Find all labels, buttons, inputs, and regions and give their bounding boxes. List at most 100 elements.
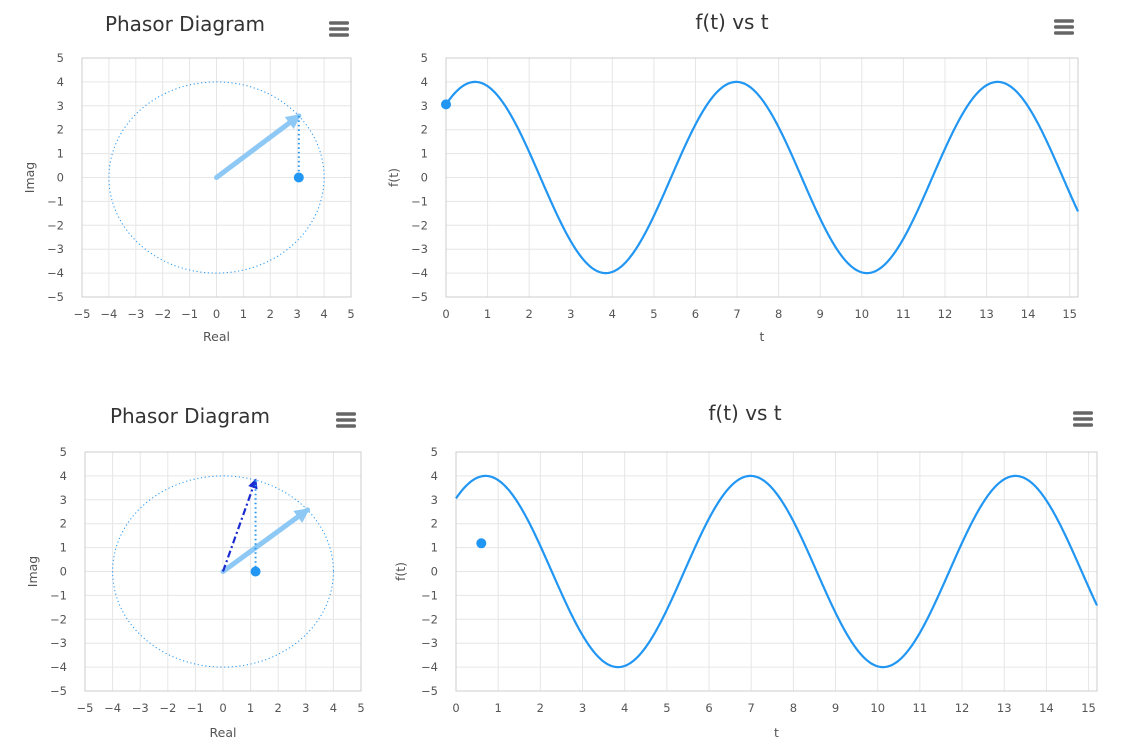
y-axis-label: f(t) bbox=[386, 168, 401, 187]
plot-frame bbox=[84, 451, 362, 692]
x-tick-label: 3 bbox=[579, 701, 586, 715]
x-tick-label: −4 bbox=[104, 701, 121, 715]
x-tick-label: 2 bbox=[267, 307, 274, 321]
y-tick-label: 4 bbox=[60, 469, 67, 483]
x-tick-label: 3 bbox=[567, 307, 574, 321]
x-tick-label: 6 bbox=[705, 701, 712, 715]
x-tick-label: 8 bbox=[790, 701, 797, 715]
ft-chart-2: f(t) vs t0 1 2 3 4 5 6 7 8 9 10 11 12 13 14 15−5−4−3−2−… bbox=[386, 10, 1079, 344]
y-tick-label: −4 bbox=[411, 266, 428, 280]
x-tick-label: 5 bbox=[650, 307, 657, 321]
y-tick-label: 3 bbox=[57, 99, 64, 113]
current-value-point bbox=[476, 538, 487, 549]
x-tick-label: −3 bbox=[132, 701, 149, 715]
chart-title: Phasor Diagram bbox=[105, 12, 265, 36]
x-tick-label: −4 bbox=[100, 307, 117, 321]
hamburger-menu-icon[interactable] bbox=[334, 408, 358, 432]
y-tick-label: −4 bbox=[50, 660, 67, 674]
plot-frame bbox=[445, 57, 1079, 298]
chart-title: f(t) vs t bbox=[708, 401, 781, 425]
chart-title: Phasor Diagram bbox=[110, 404, 270, 428]
hamburger-menu-icon[interactable] bbox=[327, 17, 351, 41]
y-tick-label: 1 bbox=[431, 541, 438, 555]
x-tick-label: 0 bbox=[442, 307, 449, 321]
x-tick-label: 7 bbox=[733, 307, 740, 321]
y-tick-label: 2 bbox=[57, 123, 64, 137]
x-tick-label: 0 bbox=[219, 701, 226, 715]
plot-frame bbox=[81, 57, 352, 298]
hamburger-menu-icon[interactable] bbox=[1052, 15, 1076, 39]
menu-bar bbox=[1073, 417, 1093, 421]
y-tick-label: −3 bbox=[47, 242, 64, 256]
y-axis-label: Imag bbox=[25, 556, 40, 587]
x-tick-label: −2 bbox=[154, 307, 171, 321]
y-tick-label: −5 bbox=[50, 684, 67, 698]
phasor-chart-1: Phasor Diagram −5 −4 −3 −2 −1 0 1 2 3 4 5 −5 −4 −3 −2 −1… bbox=[22, 12, 355, 344]
x-tick-label: 4 bbox=[621, 701, 628, 715]
x-tick-label: 4 bbox=[330, 701, 337, 715]
y-tick-label: 2 bbox=[431, 517, 438, 531]
x-tick-label: 1 bbox=[247, 701, 254, 715]
y-tick-label: 3 bbox=[431, 493, 438, 507]
y-tick-label: −5 bbox=[47, 290, 64, 304]
x-tick-label: 1 bbox=[484, 307, 491, 321]
menu-bar bbox=[1054, 19, 1074, 23]
x-axis-label: t bbox=[760, 329, 765, 344]
y-tick-label: −1 bbox=[47, 194, 64, 208]
ft-chart-4: f(t) vs t0 1 2 3 4 5 6 7 8 9 10 11 12 13 14 15−5−4−3−2−… bbox=[393, 401, 1098, 740]
y-tick-label: 1 bbox=[60, 541, 67, 555]
x-tick-label: 15 bbox=[1081, 701, 1096, 715]
y-tick-label: 1 bbox=[57, 147, 64, 161]
menu-bar bbox=[336, 418, 356, 422]
x-tick-label: 2 bbox=[537, 701, 544, 715]
projection-point bbox=[250, 566, 261, 577]
x-tick-label: 1 bbox=[495, 701, 502, 715]
x-axis-label: t bbox=[774, 725, 779, 740]
chart-title: f(t) vs t bbox=[695, 10, 768, 34]
y-tick-label: 5 bbox=[60, 445, 67, 459]
x-tick-label: 4 bbox=[609, 307, 616, 321]
y-tick-label: 1 bbox=[421, 147, 428, 161]
x-axis-label: Real bbox=[210, 725, 237, 740]
y-tick-label: −1 bbox=[421, 588, 438, 602]
y-tick-label: −5 bbox=[411, 290, 428, 304]
phasor-chart-3: Phasor Diagram −5 −4 −3 −2 −1 0 1 2 3 4 5 −5 −4 −3 −2 −1… bbox=[25, 404, 365, 740]
y-tick-label: 3 bbox=[421, 99, 428, 113]
y-tick-label: −4 bbox=[421, 660, 438, 674]
x-tick-label: 11 bbox=[913, 701, 928, 715]
x-tick-label: 2 bbox=[275, 701, 282, 715]
x-tick-label: −1 bbox=[187, 701, 204, 715]
x-tick-label: −5 bbox=[77, 701, 94, 715]
menu-bar bbox=[329, 33, 349, 37]
y-tick-label: 0 bbox=[431, 565, 438, 579]
x-tick-label: 14 bbox=[1021, 307, 1036, 321]
projection-point bbox=[293, 172, 304, 183]
y-tick-label: −2 bbox=[47, 218, 64, 232]
x-tick-label: 12 bbox=[955, 701, 970, 715]
y-tick-label: 4 bbox=[421, 75, 428, 89]
x-tick-label: 1 bbox=[240, 307, 247, 321]
x-tick-label: 11 bbox=[896, 307, 911, 321]
x-tick-label: 12 bbox=[938, 307, 953, 321]
x-tick-label: −1 bbox=[181, 307, 198, 321]
menu-bar bbox=[336, 424, 356, 428]
x-tick-label: 15 bbox=[1062, 307, 1077, 321]
y-tick-label: −5 bbox=[421, 684, 438, 698]
x-tick-label: 10 bbox=[870, 701, 885, 715]
x-tick-label: −3 bbox=[127, 307, 144, 321]
menu-bar bbox=[1054, 31, 1074, 35]
y-tick-label: −2 bbox=[50, 612, 67, 626]
hamburger-menu-icon[interactable] bbox=[1071, 407, 1095, 431]
x-tick-label: 14 bbox=[1039, 701, 1054, 715]
y-axis-label: Imag bbox=[22, 162, 37, 193]
phasor-circle bbox=[112, 475, 334, 668]
y-tick-label: 5 bbox=[431, 445, 438, 459]
y-tick-label: 4 bbox=[57, 75, 64, 89]
y-tick-label: −2 bbox=[421, 612, 438, 626]
menu-bar bbox=[329, 27, 349, 31]
x-tick-label: 7 bbox=[748, 701, 755, 715]
menu-bar bbox=[329, 21, 349, 25]
y-tick-label: −3 bbox=[50, 636, 67, 650]
x-tick-label: 3 bbox=[294, 307, 301, 321]
y-tick-label: −1 bbox=[50, 588, 67, 602]
